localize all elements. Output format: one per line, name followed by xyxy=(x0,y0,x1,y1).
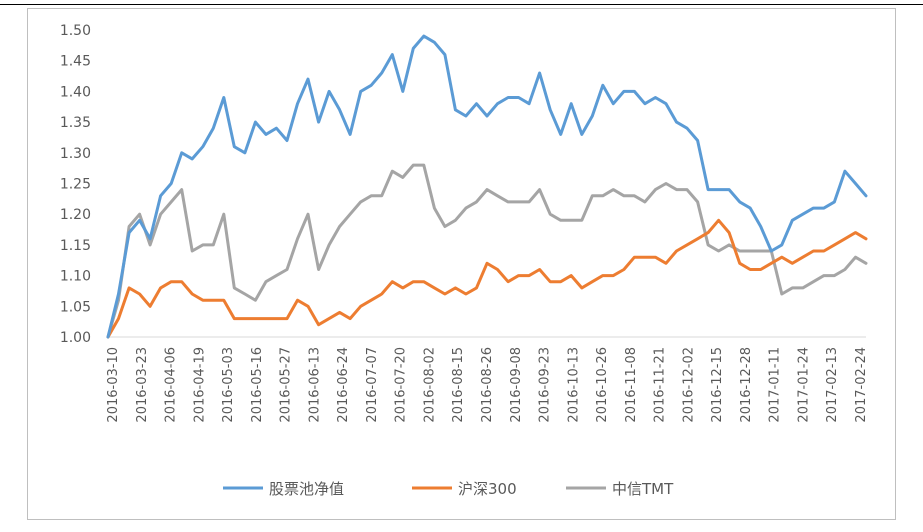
series-line-0 xyxy=(106,34,868,339)
y-tick-label: 1.10 xyxy=(60,269,91,285)
x-tick-label: 2016-09-23 xyxy=(538,347,553,423)
x-tick-label: 2016-09-08 xyxy=(509,347,524,423)
axes: 1.00 1.05 1.10 1.15 1.20 1.25 1.30 1.35 1.40 1.45… xyxy=(60,23,869,423)
x-tick-label: 2017-02-24 xyxy=(854,347,869,423)
x-tick-label: 2016-12-15 xyxy=(710,347,725,423)
legend: 股票池净值 沪深300 中信TMT xyxy=(223,480,674,498)
x-tick-label: 2016-05-03 xyxy=(221,347,236,423)
y-tick-label: 1.50 xyxy=(60,23,91,39)
x-tick-label: 2016-05-27 xyxy=(279,347,294,423)
x-tick-label: 2016-07-20 xyxy=(394,347,409,423)
series-line-2 xyxy=(106,163,868,339)
legend-label-2: 中信TMT xyxy=(612,480,674,498)
x-tick-label: 2016-04-06 xyxy=(164,347,179,423)
x-tick-label: 2016-05-16 xyxy=(250,347,265,423)
y-tick-label: 1.15 xyxy=(60,238,91,254)
y-tick-label: 1.00 xyxy=(60,330,91,346)
y-tick-label: 1.20 xyxy=(60,207,91,223)
x-tick-label: 2016-08-02 xyxy=(422,347,437,423)
x-tick-label: 2016-06-24 xyxy=(336,347,351,423)
y-tick-label: 1.05 xyxy=(60,299,91,315)
y-tick-label: 1.35 xyxy=(60,115,91,131)
y-tick-label: 1.30 xyxy=(60,146,91,162)
x-tick-label: 2016-04-19 xyxy=(192,347,207,423)
y-tick-label: 1.25 xyxy=(60,177,91,193)
series-lines xyxy=(106,34,868,339)
x-tick-label: 2016-12-02 xyxy=(681,347,696,423)
series-line-1 xyxy=(106,218,868,339)
x-tick-label: 2017-01-24 xyxy=(796,347,811,423)
x-tick-label: 2016-08-15 xyxy=(451,347,466,423)
x-tick-label: 2016-07-07 xyxy=(365,347,380,423)
x-tick-label: 2016-11-08 xyxy=(624,347,639,423)
x-tick-label: 2017-02-13 xyxy=(825,347,840,423)
legend-label-0: 股票池净值 xyxy=(269,480,344,498)
x-tick-label: 2017-01-11 xyxy=(768,347,783,423)
x-tick-label: 2016-06-13 xyxy=(307,347,322,423)
x-tick-label: 2016-03-23 xyxy=(135,347,150,423)
x-tick-label: 2016-12-28 xyxy=(739,347,754,423)
x-tick-label: 2016-11-21 xyxy=(653,347,668,423)
x-tick-label: 2016-08-26 xyxy=(480,347,495,423)
x-tick-label: 2016-03-10 xyxy=(106,347,121,423)
legend-label-1: 沪深300 xyxy=(458,480,517,498)
y-tick-label: 1.40 xyxy=(60,84,91,100)
x-tick-label: 2016-10-13 xyxy=(566,347,581,423)
top-rule xyxy=(0,4,923,5)
chart-frame xyxy=(27,8,896,520)
x-tick-label: 2016-10-26 xyxy=(595,347,610,423)
y-tick-label: 1.45 xyxy=(60,54,91,70)
